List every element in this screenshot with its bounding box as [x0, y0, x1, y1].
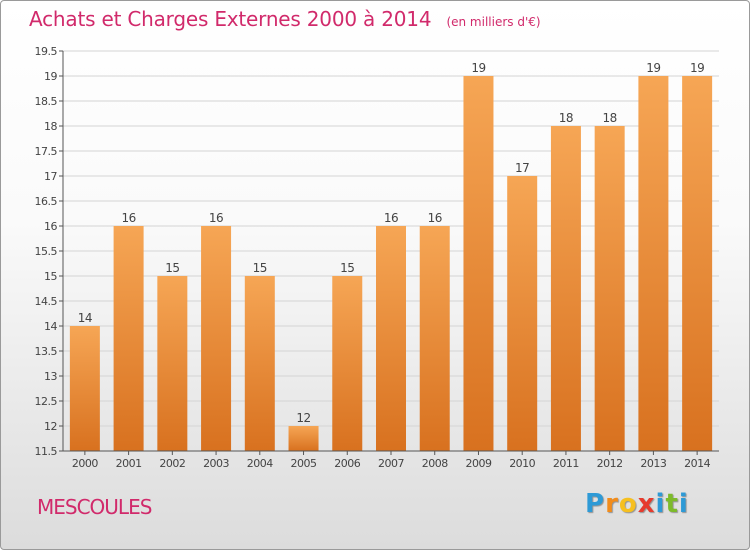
data-label: 12 — [296, 411, 310, 425]
y-tick-label: 12 — [44, 420, 57, 433]
data-label: 15 — [253, 261, 267, 275]
x-tick-label: 2007 — [378, 457, 404, 470]
data-label: 19 — [646, 61, 660, 75]
y-tick-label: 18 — [44, 120, 57, 133]
y-tick-label: 17 — [44, 170, 57, 183]
x-tick-label: 2013 — [640, 457, 666, 470]
logo-letter: i — [678, 489, 689, 519]
x-tick-label: 2003 — [203, 457, 229, 470]
bar — [550, 126, 581, 451]
data-label: 16 — [121, 211, 135, 225]
bar — [419, 226, 450, 451]
bar — [682, 76, 713, 451]
bar — [201, 226, 232, 451]
x-tick-label: 2012 — [597, 457, 623, 470]
logo-letter: r — [605, 489, 619, 519]
logo-letter: P — [585, 489, 606, 519]
y-tick-label: 16 — [44, 220, 57, 233]
data-label: 19 — [471, 61, 485, 75]
bar — [332, 276, 363, 451]
bar — [376, 226, 406, 451]
bar — [157, 276, 188, 451]
y-tick-label: 13.5 — [35, 345, 58, 358]
commune-name: MESCOULES — [37, 495, 152, 519]
data-label: 17 — [515, 161, 529, 175]
axis-layer — [59, 50, 719, 455]
y-tick-label: 19 — [44, 70, 57, 83]
data-label: 16 — [428, 211, 442, 225]
chart-title: Achats et Charges Externes 2000 à 2014 — [29, 7, 432, 31]
bar-layer — [69, 76, 713, 451]
title-row: Achats et Charges Externes 2000 à 2014 (… — [29, 7, 541, 31]
x-tick-label: 2010 — [509, 457, 535, 470]
data-label: 16 — [209, 211, 223, 225]
x-tick-label: 2001 — [116, 457, 142, 470]
x-tick-label: 2002 — [159, 457, 185, 470]
data-label: 15 — [340, 261, 354, 275]
x-tick-label: 2005 — [291, 457, 317, 470]
x-tick-label: 2006 — [334, 457, 360, 470]
chart-subtitle: (en milliers d'€) — [446, 15, 541, 29]
x-tick-label: 2008 — [422, 457, 448, 470]
bar — [69, 326, 100, 451]
logo-letter: x — [637, 489, 656, 519]
y-tick-label: 19.5 — [35, 45, 58, 58]
bar — [288, 426, 319, 451]
logo-letter: t — [665, 489, 679, 519]
data-label: 14 — [78, 311, 92, 325]
y-tick-label: 18.5 — [35, 95, 58, 108]
y-tick-label: 11.5 — [35, 445, 58, 458]
y-tick-label: 15.5 — [35, 245, 58, 258]
data-label: 16 — [384, 211, 398, 225]
data-label: 18 — [559, 111, 573, 125]
x-tick-label: 2011 — [553, 457, 579, 470]
y-tick-label: 16.5 — [35, 195, 58, 208]
bar — [507, 176, 538, 451]
bar — [244, 276, 275, 451]
bar — [113, 226, 144, 451]
y-tick-label: 12.5 — [35, 395, 58, 408]
x-tick-label: 2009 — [465, 457, 491, 470]
bar — [638, 76, 669, 451]
data-label: 18 — [603, 111, 617, 125]
y-tick-label: 14.5 — [35, 295, 58, 308]
y-tick-label: 13 — [44, 370, 57, 383]
x-tick-label: 2000 — [72, 457, 98, 470]
bar — [463, 76, 494, 451]
logo-letter: o — [618, 489, 638, 519]
x-tick-label: 2004 — [247, 457, 273, 470]
proxiti-logo: Proxiti — [585, 489, 689, 519]
label-layer: 11.5 12 12.5 13 13.5 14 14.5 15 15.5 16 16.5 17 17.5… — [35, 45, 712, 470]
bar — [594, 126, 625, 451]
logo-letter: i — [655, 489, 666, 519]
y-tick-label: 14 — [44, 320, 57, 333]
data-label: 19 — [690, 61, 704, 75]
y-tick-label: 15 — [44, 270, 57, 283]
x-tick-label: 2014 — [684, 457, 710, 470]
y-tick-label: 17.5 — [35, 145, 58, 158]
data-label: 15 — [165, 261, 179, 275]
